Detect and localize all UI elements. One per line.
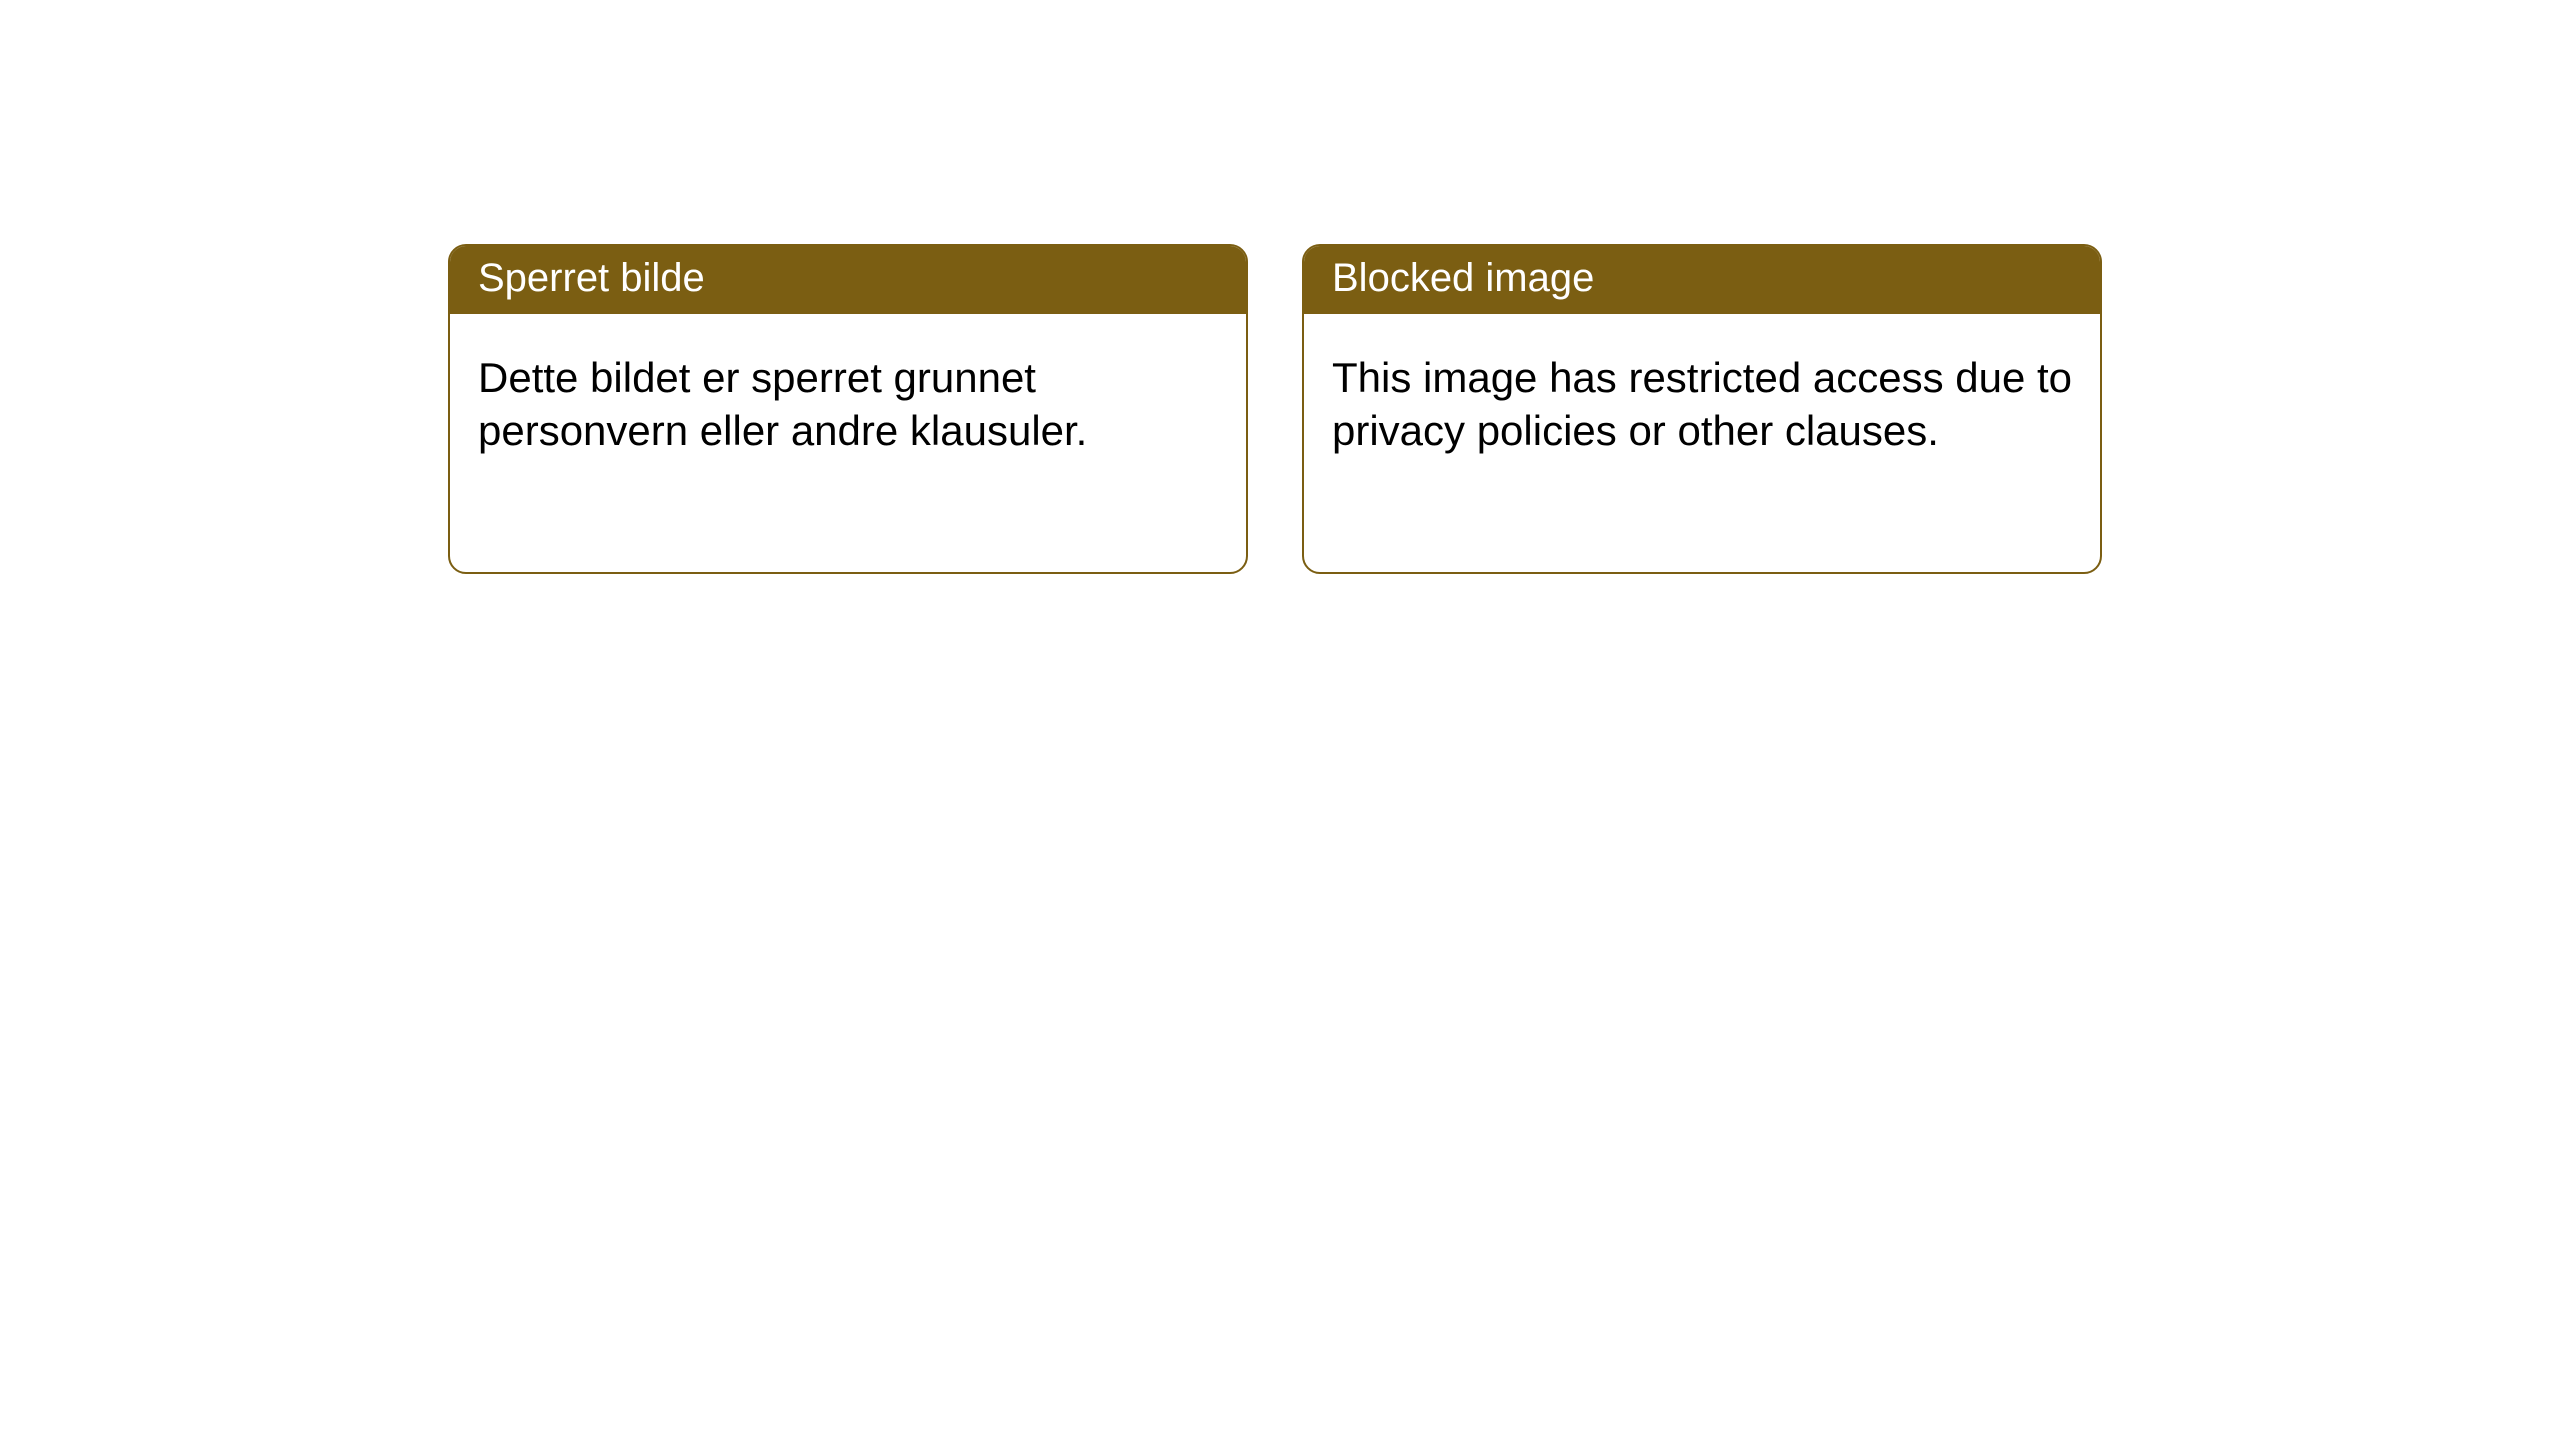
notice-cards-row: Sperret bilde Dette bildet er sperret gr…	[448, 244, 2560, 574]
card-body: This image has restricted access due to …	[1304, 314, 2100, 485]
card-header: Sperret bilde	[450, 246, 1246, 314]
card-body: Dette bildet er sperret grunnet personve…	[450, 314, 1246, 485]
notice-card-norwegian: Sperret bilde Dette bildet er sperret gr…	[448, 244, 1248, 574]
notice-card-english: Blocked image This image has restricted …	[1302, 244, 2102, 574]
card-header: Blocked image	[1304, 246, 2100, 314]
